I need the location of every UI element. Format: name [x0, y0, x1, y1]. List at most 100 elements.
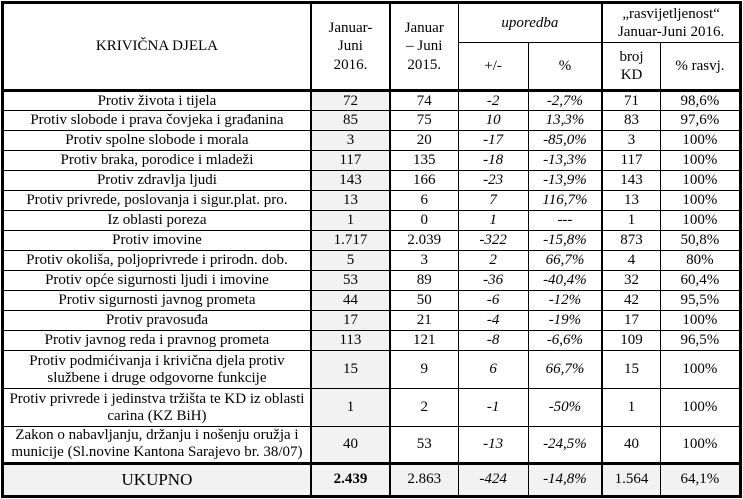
header-row-1: KRIVIČNA DJELA Januar- Juni 2016. Januar… — [1, 2, 742, 92]
cell-pct: -2,7% — [527, 90, 604, 111]
table-row: Protiv spolne slobode i morala 3 20 -17 … — [1, 130, 742, 151]
cell-2016: 143 — [310, 170, 391, 191]
cell-rasvj: 100% — [659, 388, 742, 427]
cell-2016: 17 — [310, 310, 391, 331]
cell-diff: -8 — [457, 330, 529, 351]
cell-2015: 75 — [389, 110, 459, 131]
table-row: Protiv podmićivanja i krivična djela pro… — [1, 350, 742, 389]
cell-rasvj: 100% — [659, 426, 742, 464]
row-label: Protiv privrede, poslovanja i sigur.plat… — [1, 190, 312, 211]
cell-rasvj: 100% — [659, 350, 742, 389]
row-label: Protiv braka, porodice i mladeži — [1, 150, 312, 171]
cell-diff: -322 — [457, 230, 529, 251]
table-row: Protiv braka, porodice i mladeži 117 135… — [1, 150, 742, 171]
cell-pct: -50% — [527, 388, 604, 427]
cell-diff: 1 — [457, 210, 529, 231]
cell-diff: -6 — [457, 290, 529, 311]
cell-2015: 2.039 — [389, 230, 459, 251]
cell-diff: 7 — [457, 190, 529, 211]
cell-broj-kd: 3 — [601, 130, 661, 151]
cell-2015: 135 — [389, 150, 459, 171]
table-row: Zakon o nabavljanju, držanju i nošenju o… — [1, 426, 742, 464]
cell-diff: -18 — [457, 150, 529, 171]
table-row: Protiv opće sigurnosti ljudi i imovine 5… — [1, 270, 742, 291]
row-label: Protiv pravosuđa — [1, 310, 312, 331]
cell-rasvj: 100% — [659, 130, 742, 151]
table-row: Protiv privrede i jedinstva tržišta te K… — [1, 388, 742, 427]
cell-2015: 74 — [389, 90, 459, 111]
cell-pct: -40,4% — [527, 270, 604, 291]
cell-pct: -13,9% — [527, 170, 604, 191]
cell-2015: 2 — [389, 388, 459, 427]
cell-2016: 1 — [310, 210, 391, 231]
cell-pct: -85,0% — [527, 130, 604, 151]
cell-broj-kd: 873 — [601, 230, 661, 251]
cell-2015: 50 — [389, 290, 459, 311]
cell-2016: 15 — [310, 350, 391, 389]
cell-diff: -23 — [457, 170, 529, 191]
table-row: Iz oblasti poreza 1 0 1 --- 1 100% — [1, 210, 742, 231]
total-rasvj: 64,1% — [659, 461, 742, 497]
cell-pct: -6,6% — [527, 330, 604, 351]
cell-2016: 53 — [310, 270, 391, 291]
cell-2016: 40 — [310, 426, 391, 464]
header-percent-rasvj: % rasvj. — [659, 42, 742, 92]
row-label: Protiv slobode i prava čovjeka i građani… — [1, 110, 312, 131]
cell-broj-kd: 4 — [601, 250, 661, 271]
cell-2015: 53 — [389, 426, 459, 464]
total-2016: 2.439 — [310, 461, 391, 497]
table-row: Protiv sigurnosti javnog prometa 44 50 -… — [1, 290, 742, 311]
cell-rasvj: 95,5% — [659, 290, 742, 311]
row-label: Protiv opće sigurnosti ljudi i imovine — [1, 270, 312, 291]
cell-pct: 13,3% — [527, 110, 604, 131]
cell-diff: -1 — [457, 388, 529, 427]
cell-rasvj: 60,4% — [659, 270, 742, 291]
cell-2016: 44 — [310, 290, 391, 311]
cell-rasvj: 100% — [659, 150, 742, 171]
row-label: Protiv imovine — [1, 230, 312, 251]
total-pct: -14,8% — [527, 461, 604, 497]
header-comparison: uporedba — [457, 2, 604, 43]
header-jan-jun-2015: Januar – Juni 2015. — [389, 2, 459, 92]
cell-2015: 89 — [389, 270, 459, 291]
cell-pct: -12% — [527, 290, 604, 311]
row-label: Protiv javnog reda i pravnog prometa — [1, 330, 312, 351]
cell-broj-kd: 17 — [601, 310, 661, 331]
cell-broj-kd: 32 — [601, 270, 661, 291]
cell-pct: 66,7% — [527, 350, 604, 389]
cell-rasvj: 50,8% — [659, 230, 742, 251]
cell-broj-kd: 71 — [601, 90, 661, 111]
row-label: Iz oblasti poreza — [1, 210, 312, 231]
cell-rasvj: 96,5% — [659, 330, 742, 351]
cell-2016: 85 — [310, 110, 391, 131]
table-row: Protiv pravosuđa 17 21 -4 -19% 17 100% — [1, 310, 742, 331]
row-label: Protiv sigurnosti javnog prometa — [1, 290, 312, 311]
cell-broj-kd: 42 — [601, 290, 661, 311]
table-row: Protiv privrede, poslovanja i sigur.plat… — [1, 190, 742, 211]
cell-2016: 5 — [310, 250, 391, 271]
cell-2015: 21 — [389, 310, 459, 331]
cell-2015: 121 — [389, 330, 459, 351]
cell-pct: -24,5% — [527, 426, 604, 464]
cell-2015: 9 — [389, 350, 459, 389]
row-label: Zakon o nabavljanju, držanju i nošenju o… — [1, 426, 312, 464]
header-plus-minus: +/- — [457, 42, 529, 92]
cell-broj-kd: 15 — [601, 350, 661, 389]
table-row: Protiv zdravlja ljudi 143 166 -23 -13,9%… — [1, 170, 742, 191]
cell-pct: -19% — [527, 310, 604, 331]
total-label: UKUPNO — [1, 461, 312, 497]
cell-pct: -13,3% — [527, 150, 604, 171]
cell-2015: 6 — [389, 190, 459, 211]
cell-2016: 1.717 — [310, 230, 391, 251]
header-jan-jun-2016: Januar- Juni 2016. — [310, 2, 391, 92]
cell-pct: --- — [527, 210, 604, 231]
cell-2015: 3 — [389, 250, 459, 271]
cell-2016: 3 — [310, 130, 391, 151]
cell-2016: 72 — [310, 90, 391, 111]
cell-rasvj: 98,6% — [659, 90, 742, 111]
cell-broj-kd: 117 — [601, 150, 661, 171]
cell-broj-kd: 109 — [601, 330, 661, 351]
cell-diff: -36 — [457, 270, 529, 291]
cell-2016: 113 — [310, 330, 391, 351]
